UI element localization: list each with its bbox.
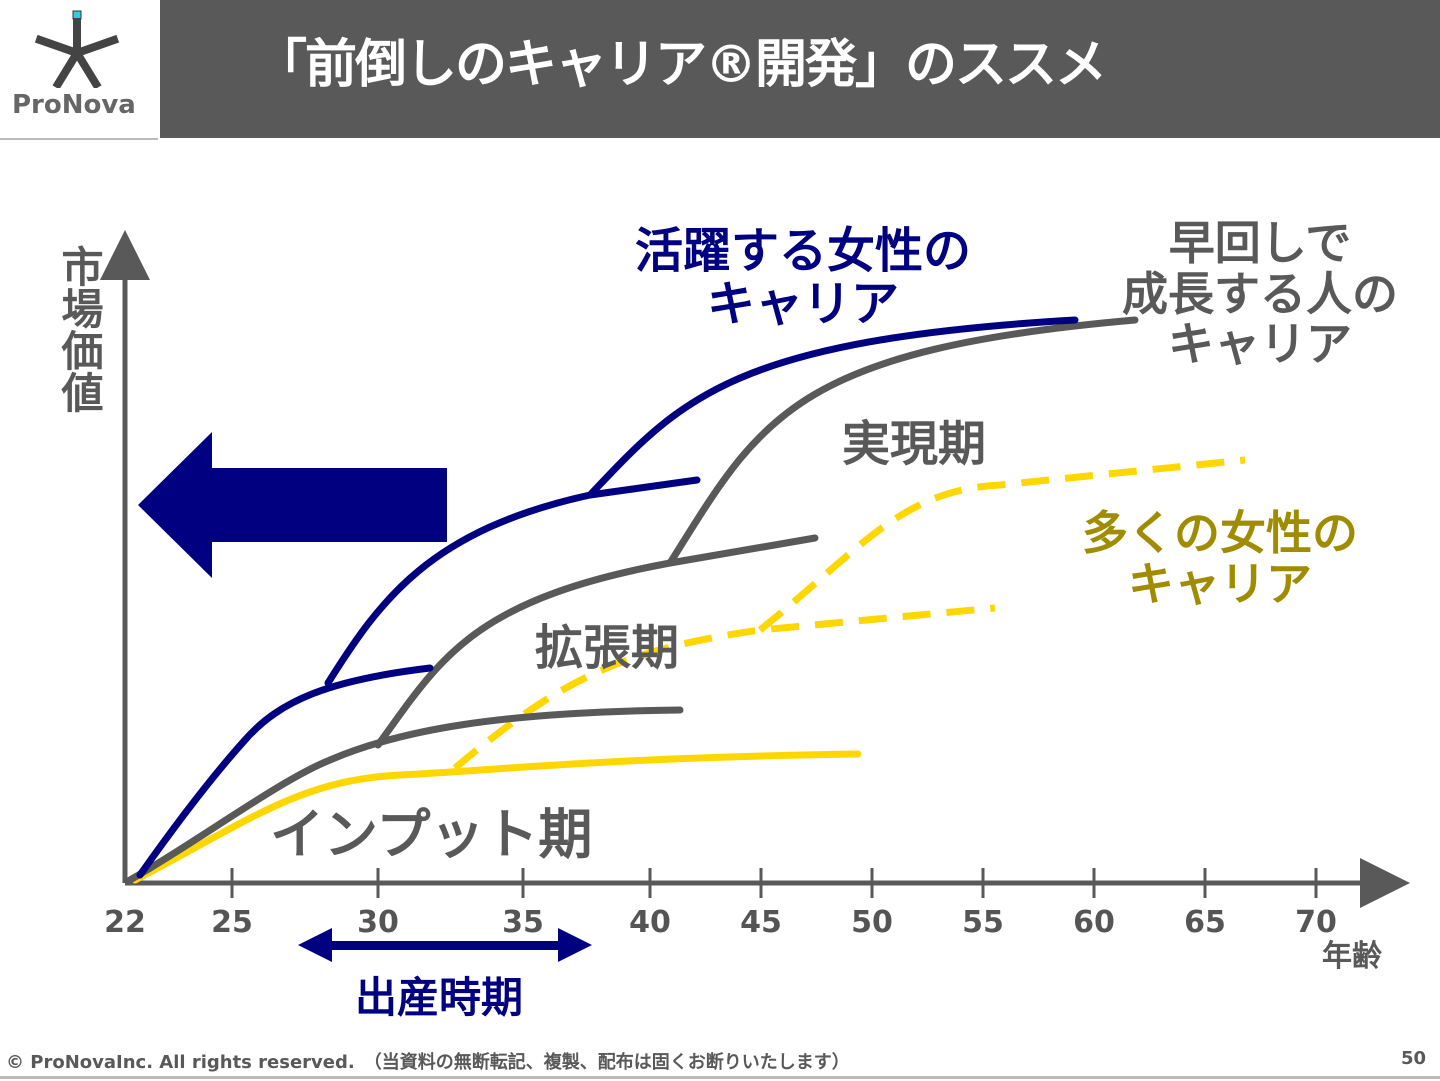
x-tick-label: 50 — [851, 905, 893, 940]
label-childbirth: 出産時期 — [355, 973, 524, 1022]
label-active-women: 活躍する女性の キャリア — [618, 225, 988, 331]
label-line: キャリア — [1168, 317, 1352, 372]
logo-text: ProNova — [12, 90, 136, 120]
y-axis-label: 市場価値 — [55, 245, 104, 413]
blue-curve-1 — [136, 664, 434, 879]
gray-curve-1 — [126, 706, 684, 884]
x-tick-marks — [230, 868, 1318, 898]
x-tick-label: 45 — [740, 905, 782, 940]
star-logo-icon — [34, 10, 120, 88]
gray-curve-3 — [666, 316, 1139, 567]
label-many-women: 多くの女性の キャリア — [1060, 508, 1380, 609]
x-tick-label: 65 — [1184, 905, 1226, 940]
x-tick-label: 22 — [104, 905, 146, 940]
label-realization: 実現期 — [842, 416, 987, 472]
label-expansion: 拡張期 — [535, 620, 680, 676]
yellow-dashed-curve-1 — [452, 604, 996, 771]
label-line: キャリア — [1128, 556, 1312, 611]
x-tick-label: 25 — [211, 905, 253, 940]
yellow-dashed-curve-2 — [757, 456, 1246, 633]
slide-title: 「前倒しのキャリア®開発」のススメ — [255, 35, 1107, 95]
x-tick-label: 70 — [1295, 905, 1337, 940]
x-tick-label: 55 — [962, 905, 1004, 940]
footer-divider — [0, 1076, 1440, 1079]
label-line: キャリア — [706, 275, 899, 332]
x-tick-label: 60 — [1073, 905, 1115, 940]
label-early-growth: 早回しで 成長する人の キャリア — [1100, 218, 1420, 370]
label-line: 活躍する女性の — [634, 223, 971, 279]
blue-curve-3 — [586, 316, 1079, 499]
label-input: インプット期 — [270, 803, 593, 866]
left-arrow-icon — [138, 432, 447, 578]
page-number: 50 — [1400, 1048, 1426, 1069]
label-line: 多くの女性の — [1082, 506, 1358, 560]
x-tick-label: 30 — [357, 905, 399, 940]
blue-curve-2 — [324, 476, 701, 687]
label-line: 成長する人の — [1122, 266, 1398, 321]
logo: ProNova — [0, 0, 158, 140]
x-axis-label: 年齢 — [1322, 939, 1382, 974]
double-arrow-icon — [298, 928, 592, 962]
x-tick-label: 35 — [502, 905, 544, 940]
copyright: © ProNovaInc. All rights reserved. （当資料の… — [6, 1052, 850, 1073]
gray-curve-2 — [374, 534, 819, 749]
label-line: 早回しで — [1168, 216, 1352, 270]
x-tick-label: 40 — [629, 905, 671, 940]
header-bar — [160, 0, 1440, 138]
yellow-solid-curve — [131, 750, 862, 884]
